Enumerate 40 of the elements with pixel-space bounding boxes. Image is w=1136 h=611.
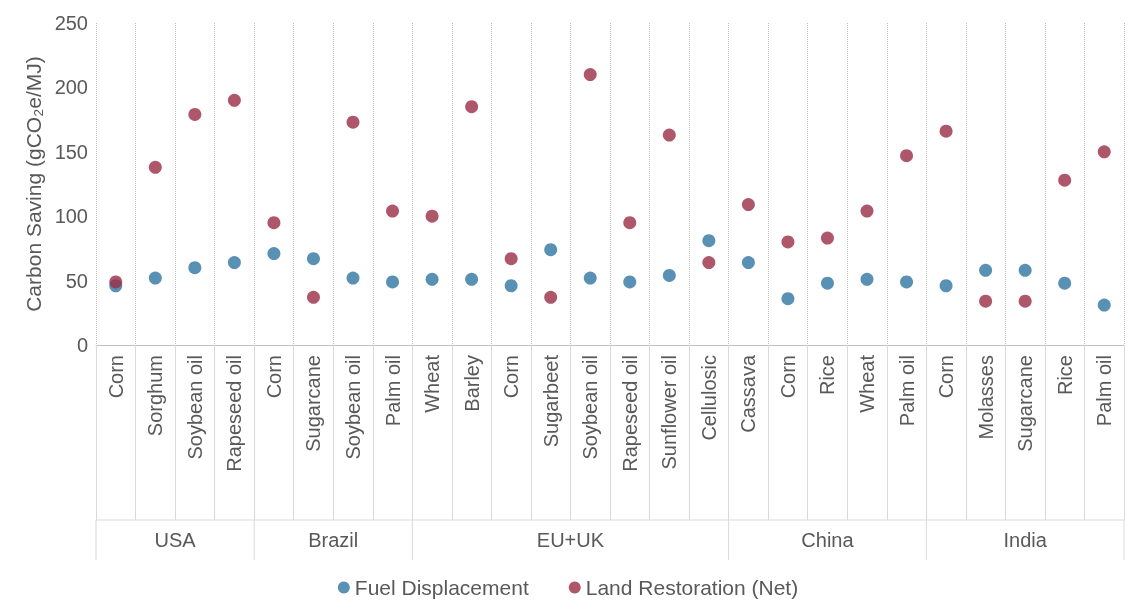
x-tick-label: Cellulosic — [697, 355, 720, 441]
x-tick-label: Sugarcane — [1014, 355, 1037, 452]
y-tick-label: 50 — [65, 269, 88, 292]
x-tick-label: Rice — [1053, 355, 1076, 396]
y-tick-label: 200 — [54, 76, 88, 99]
x-tick-label: Corn — [935, 355, 958, 399]
text: EU+UK — [536, 529, 605, 551]
x-tick-label: Rapeseed oil — [618, 355, 641, 472]
y-tick-label: 100 — [54, 205, 88, 228]
x-tick-label: Palm oil — [381, 355, 404, 427]
x-tick-label: Soybean oil — [579, 355, 602, 460]
x-tick-label: Wheat — [421, 354, 444, 413]
y-tick-label: 250 — [54, 12, 88, 34]
x-tick-label: Sugarbeet — [539, 354, 562, 448]
x-tick-label: Sorghum — [144, 355, 167, 437]
x-tick-label: Sugarcane — [302, 355, 325, 452]
x-tick-label: Soybean oil — [342, 355, 364, 460]
y-axis-title: Carbon Saving (gCO₂e/MJ) — [21, 56, 45, 312]
text: China — [801, 529, 855, 551]
x-tick-label: Sunflower oil — [658, 355, 681, 470]
x-tick-label: Rice — [816, 355, 839, 396]
x-tick-label: Corn — [104, 355, 127, 399]
x-tick-label: Corn — [776, 355, 799, 399]
x-tick-label: Corn — [500, 355, 523, 399]
text: USA — [154, 529, 197, 551]
text: Brazil — [308, 529, 359, 551]
x-tick-label: Barley — [460, 355, 483, 412]
text: India — [1003, 529, 1048, 551]
y-tick-label: 150 — [54, 140, 88, 163]
x-tick-label: Molasses — [974, 355, 997, 440]
legend-label: Fuel Displacement — [354, 576, 529, 599]
x-tick-label: Cassava — [737, 354, 760, 433]
y-tick-label: 0 — [76, 334, 88, 356]
legend-label: Land Restoration (Net) — [585, 576, 799, 599]
x-tick-label: Corn — [262, 355, 285, 399]
x-tick-label: Soybean oil — [183, 355, 206, 460]
x-tick-label: Palm oil — [1093, 355, 1116, 427]
x-tick-label: Wheat — [856, 354, 878, 413]
x-tick-label: Rapeseed oil — [223, 355, 246, 472]
x-tick-label: Palm oil — [895, 355, 918, 427]
